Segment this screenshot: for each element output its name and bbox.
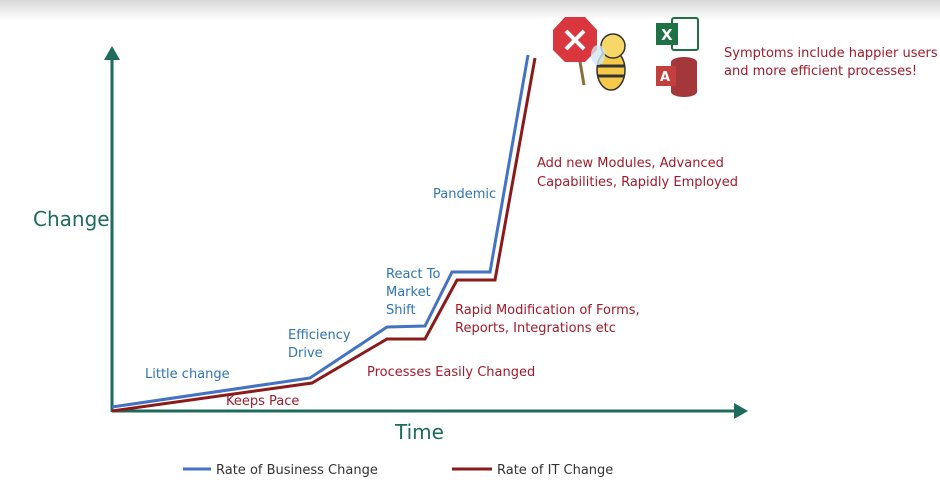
annotation: and more efficient processes! [724,64,917,79]
excel-icon: X [656,17,699,51]
legend-label: Rate of IT Change [497,463,613,478]
svg-text:A: A [660,70,670,85]
annotation: Keeps Pace [226,394,299,409]
business-change-line [111,54,530,409]
annotation: Drive [288,346,323,361]
annotation: React To [386,267,441,282]
svg-text:X: X [661,26,673,44]
annotation: Add new Modules, Advanced [537,156,724,171]
annotation: Reports, Integrations etc [455,321,616,336]
annotation: Shift [386,303,416,318]
x-arrow [734,403,748,419]
annotation: Processes Easily Changed [367,365,535,380]
y-label: Change [33,207,110,231]
y-arrow [104,46,120,60]
x-label: Time [394,420,444,444]
annotation: Pandemic [433,187,496,202]
banner [0,0,940,20]
annotation: Rapid Modification of Forms, [455,303,640,318]
access-icon: A [656,57,697,97]
it-change-line [111,57,537,413]
axes [104,46,748,419]
annotation: Little change [145,367,230,382]
annotation: Efficiency [288,328,351,343]
stop-sign-icon [553,17,597,86]
bee-icon [591,33,626,91]
legend-label: Rate of Business Change [216,463,378,478]
annotation: Capabilities, Rapidly Employed [537,175,738,190]
annotation: Symptoms include happier users [724,46,938,61]
annotation: Market [386,285,431,300]
